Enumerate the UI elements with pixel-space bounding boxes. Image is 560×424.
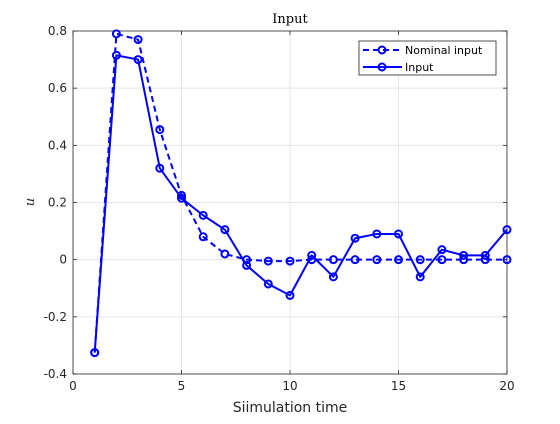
data-point-input bbox=[263, 279, 273, 289]
y-tick-label: 0.2 bbox=[48, 196, 67, 210]
grid bbox=[73, 31, 507, 374]
data-point-input bbox=[220, 225, 230, 235]
x-axis-label: Siimulation time bbox=[233, 400, 348, 416]
data-point-input bbox=[90, 348, 100, 358]
legend: Nominal input Input bbox=[358, 40, 497, 76]
data-point-input bbox=[394, 229, 403, 239]
legend-label-input: Input bbox=[405, 61, 434, 74]
data-point-input bbox=[437, 245, 447, 255]
x-tick-label: 15 bbox=[391, 379, 406, 393]
legend-marker-nominal-input bbox=[377, 45, 387, 55]
y-tick-label: 0.6 bbox=[48, 81, 67, 95]
chart-title: Input bbox=[272, 12, 308, 27]
data-point-input bbox=[480, 250, 490, 260]
data-point-input bbox=[133, 55, 143, 65]
data-point-input bbox=[372, 229, 382, 239]
data-point-nominal-input bbox=[372, 255, 382, 265]
data-point-input bbox=[350, 233, 360, 243]
data-point-input bbox=[415, 272, 425, 282]
data-point-input bbox=[198, 210, 208, 220]
data-point-nominal-input bbox=[285, 256, 295, 266]
x-tick-label: 5 bbox=[178, 379, 186, 393]
y-tick-label: 0.4 bbox=[48, 138, 67, 152]
x-tick-label: 20 bbox=[499, 379, 514, 393]
data-point-input bbox=[285, 290, 295, 300]
data-point-nominal-input bbox=[415, 255, 425, 265]
data-point-nominal-input bbox=[350, 255, 360, 265]
data-point-nominal-input bbox=[263, 256, 273, 266]
series-line-input bbox=[93, 54, 508, 353]
data-point-nominal-input bbox=[111, 29, 121, 39]
data-point-input bbox=[502, 225, 512, 235]
x-tick-label: 10 bbox=[282, 379, 297, 393]
data-point-nominal-input bbox=[328, 255, 338, 265]
data-point-input bbox=[242, 260, 252, 270]
y-tick-label: -0.4 bbox=[44, 367, 67, 381]
data-point-nominal-input bbox=[437, 255, 447, 265]
data-point-nominal-input bbox=[394, 255, 403, 265]
data-point-nominal-input bbox=[155, 125, 165, 135]
data-point-nominal-input bbox=[133, 35, 143, 45]
x-tick-label: 0 bbox=[69, 379, 77, 393]
data-point-input bbox=[328, 272, 338, 282]
data-point-input bbox=[459, 250, 469, 260]
data-point-nominal-input bbox=[220, 249, 230, 259]
ticks: 0 5 10 15 20 -0.4 -0.2 0 0.2 0.4 0.6 0.8 bbox=[44, 24, 515, 393]
data-point-input bbox=[155, 163, 165, 173]
data-point-input bbox=[177, 193, 186, 203]
legend-marker-input bbox=[377, 62, 387, 72]
y-tick-label: 0 bbox=[59, 253, 67, 267]
data-point-input bbox=[307, 250, 317, 260]
y-tick-label: 0.8 bbox=[48, 24, 67, 38]
y-axis-label: u bbox=[23, 198, 38, 206]
series-layer bbox=[90, 29, 512, 358]
data-point-input bbox=[111, 50, 121, 60]
data-point-nominal-input bbox=[502, 255, 512, 265]
data-point-nominal-input bbox=[198, 232, 208, 242]
legend-label-nominal-input: Nominal input bbox=[405, 44, 483, 57]
y-tick-label: -0.2 bbox=[44, 310, 67, 324]
